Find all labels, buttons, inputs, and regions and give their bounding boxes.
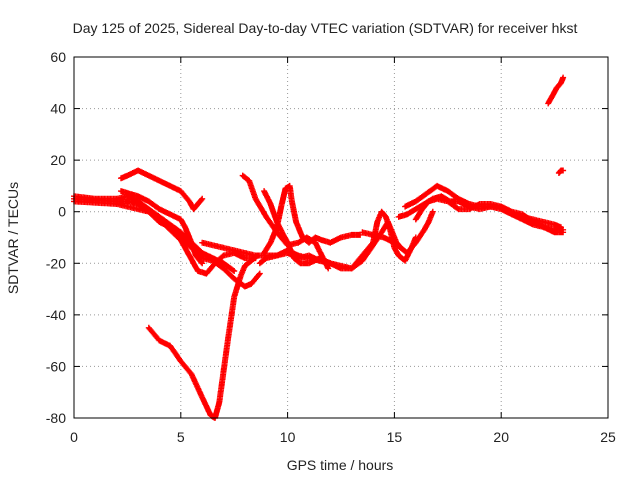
x-tick-label: 25 (600, 429, 616, 445)
data-points (261, 182, 364, 256)
series-trace-12 (359, 208, 436, 256)
series-trace-5 (118, 167, 206, 213)
y-tick-label: -40 (46, 307, 66, 323)
y-tick-label: 20 (50, 152, 66, 168)
x-tick-label: 0 (70, 429, 78, 445)
x-tick-label: 5 (177, 429, 185, 445)
axis-ticks: 0 5 10 15 20 25 -80 -60 -40 -20 0 20 40 60 (46, 49, 616, 445)
data-points (118, 188, 206, 267)
x-tick-label: 15 (387, 429, 403, 445)
y-tick-label: 40 (50, 101, 66, 117)
series-trace-6 (145, 252, 261, 421)
x-tick-label: 20 (493, 429, 509, 445)
data-points (545, 74, 567, 107)
series-trace-17 (555, 167, 567, 176)
data-points (555, 167, 567, 176)
y-tick-label: 0 (58, 204, 66, 220)
series-trace-1 (71, 195, 263, 290)
y-tick-label: -80 (46, 410, 66, 426)
chart-title: Day 125 of 2025, Sidereal Day-to-day VTE… (73, 20, 578, 36)
data-points (145, 252, 261, 421)
y-tick-label: -60 (46, 358, 66, 374)
plot-frame (73, 56, 609, 419)
series-trace-15 (412, 195, 567, 236)
data-traces (71, 74, 567, 421)
x-axis-title: GPS time / hours (287, 457, 394, 473)
series-trace-16 (545, 74, 567, 107)
data-points (412, 195, 567, 236)
data-points (359, 208, 436, 256)
y-tick-label: 60 (50, 49, 66, 65)
series-trace-10 (261, 182, 364, 256)
y-tick-label: -20 (46, 255, 66, 271)
x-tick-label: 10 (280, 429, 296, 445)
y-axis-title: SDTVAR / TECUs (5, 182, 21, 294)
data-points (71, 195, 263, 290)
series-trace-4 (118, 188, 206, 267)
data-points (118, 167, 206, 213)
